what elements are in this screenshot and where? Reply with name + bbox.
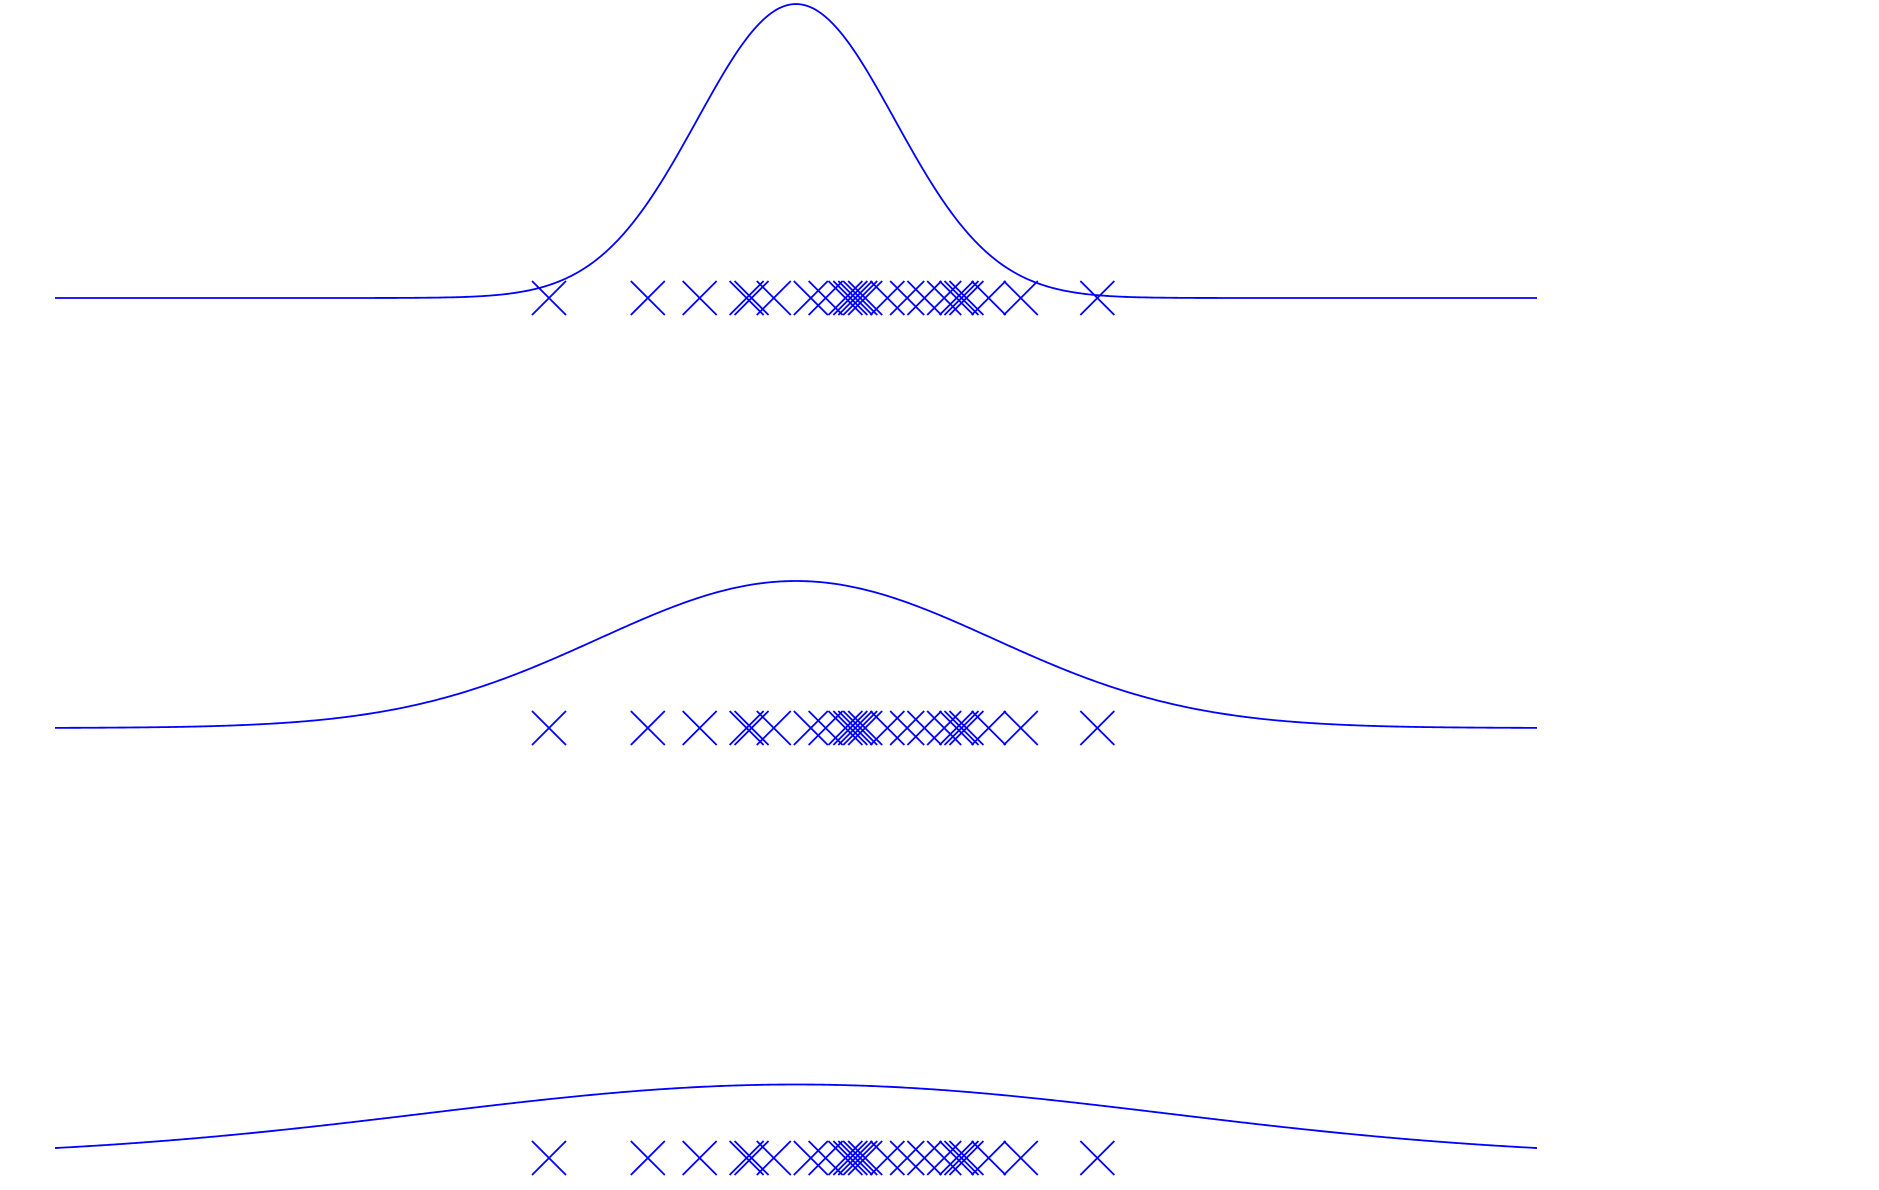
sample-marker-8 (827, 710, 864, 746)
sample-marker-11 (842, 280, 878, 316)
sample-marker-2 (682, 1140, 718, 1176)
sample-marker-3 (728, 1140, 765, 1176)
sample-marker-0 (531, 710, 567, 746)
sample-marker-20 (971, 1140, 1007, 1176)
sample-marker-2 (682, 280, 718, 316)
sample-marker-1 (630, 1140, 666, 1176)
sample-marker-11 (842, 710, 878, 746)
sample-marker-17 (938, 1140, 975, 1176)
sample-marker-17 (938, 710, 975, 746)
sample-marker-22 (1079, 280, 1115, 316)
sample-marker-14 (889, 710, 925, 746)
sample-marker-2 (682, 710, 718, 746)
sample-marker-7 (808, 1140, 844, 1176)
sample-marker-11 (842, 1140, 878, 1176)
sample-marker-4 (733, 280, 770, 316)
sample-marker-20 (971, 710, 1007, 746)
panel-narrow-bandwidth (55, 3, 1537, 316)
sample-marker-5 (756, 1140, 792, 1176)
sample-marker-10 (837, 280, 873, 316)
sample-marker-21 (1003, 280, 1039, 316)
sample-marker-5 (756, 280, 792, 316)
sample-marker-15 (906, 1140, 943, 1176)
sample-marker-18 (943, 280, 980, 316)
sample-marker-13 (869, 1140, 906, 1176)
sample-marker-1 (630, 280, 666, 316)
sample-marker-21 (1003, 1140, 1039, 1176)
sample-marker-6 (793, 1140, 829, 1176)
sample-marker-3 (728, 710, 765, 746)
sample-marker-0 (531, 1140, 567, 1176)
sample-marker-5 (756, 710, 792, 746)
sample-marker-13 (869, 710, 906, 746)
panel-wide-bandwidth (54, 1083, 1538, 1176)
sample-marker-13 (869, 280, 906, 316)
sample-marker-22 (1079, 710, 1115, 746)
sample-marker-4 (733, 710, 770, 746)
sample-marker-14 (889, 1140, 925, 1176)
sample-marker-1 (630, 710, 666, 746)
sample-marker-0 (531, 280, 567, 316)
sample-marker-9 (832, 1140, 868, 1176)
sample-marker-8 (827, 280, 864, 316)
sample-marker-18 (943, 1140, 980, 1176)
sample-marker-3 (728, 280, 765, 316)
sample-marker-19 (948, 280, 985, 316)
sample-marker-15 (906, 710, 943, 746)
sample-marker-19 (948, 710, 985, 746)
sample-marker-8 (827, 1140, 864, 1176)
sample-marker-12 (847, 710, 883, 746)
sample-marker-6 (793, 710, 829, 746)
density-curve-line (54, 580, 1538, 729)
sample-marker-18 (943, 710, 980, 746)
sample-marker-10 (837, 710, 873, 746)
sample-marker-17 (938, 280, 975, 316)
sample-marker-7 (808, 710, 844, 746)
sample-marker-9 (832, 710, 868, 746)
sample-marker-20 (971, 280, 1007, 316)
panel-medium-bandwidth (54, 580, 1538, 746)
sample-marker-19 (948, 1140, 985, 1176)
sample-marker-21 (1003, 710, 1039, 746)
density-curve-line (55, 3, 1537, 299)
sample-marker-6 (793, 280, 829, 316)
density-curve-line (54, 1083, 1538, 1149)
sample-marker-14 (889, 280, 925, 316)
sample-marker-4 (733, 1140, 770, 1176)
sample-marker-15 (906, 280, 943, 316)
sample-marker-10 (837, 1140, 873, 1176)
sample-marker-22 (1079, 1140, 1115, 1176)
sample-marker-9 (832, 280, 868, 316)
sample-marker-12 (847, 280, 883, 316)
sample-marker-7 (808, 280, 844, 316)
sample-marker-12 (847, 1140, 883, 1176)
